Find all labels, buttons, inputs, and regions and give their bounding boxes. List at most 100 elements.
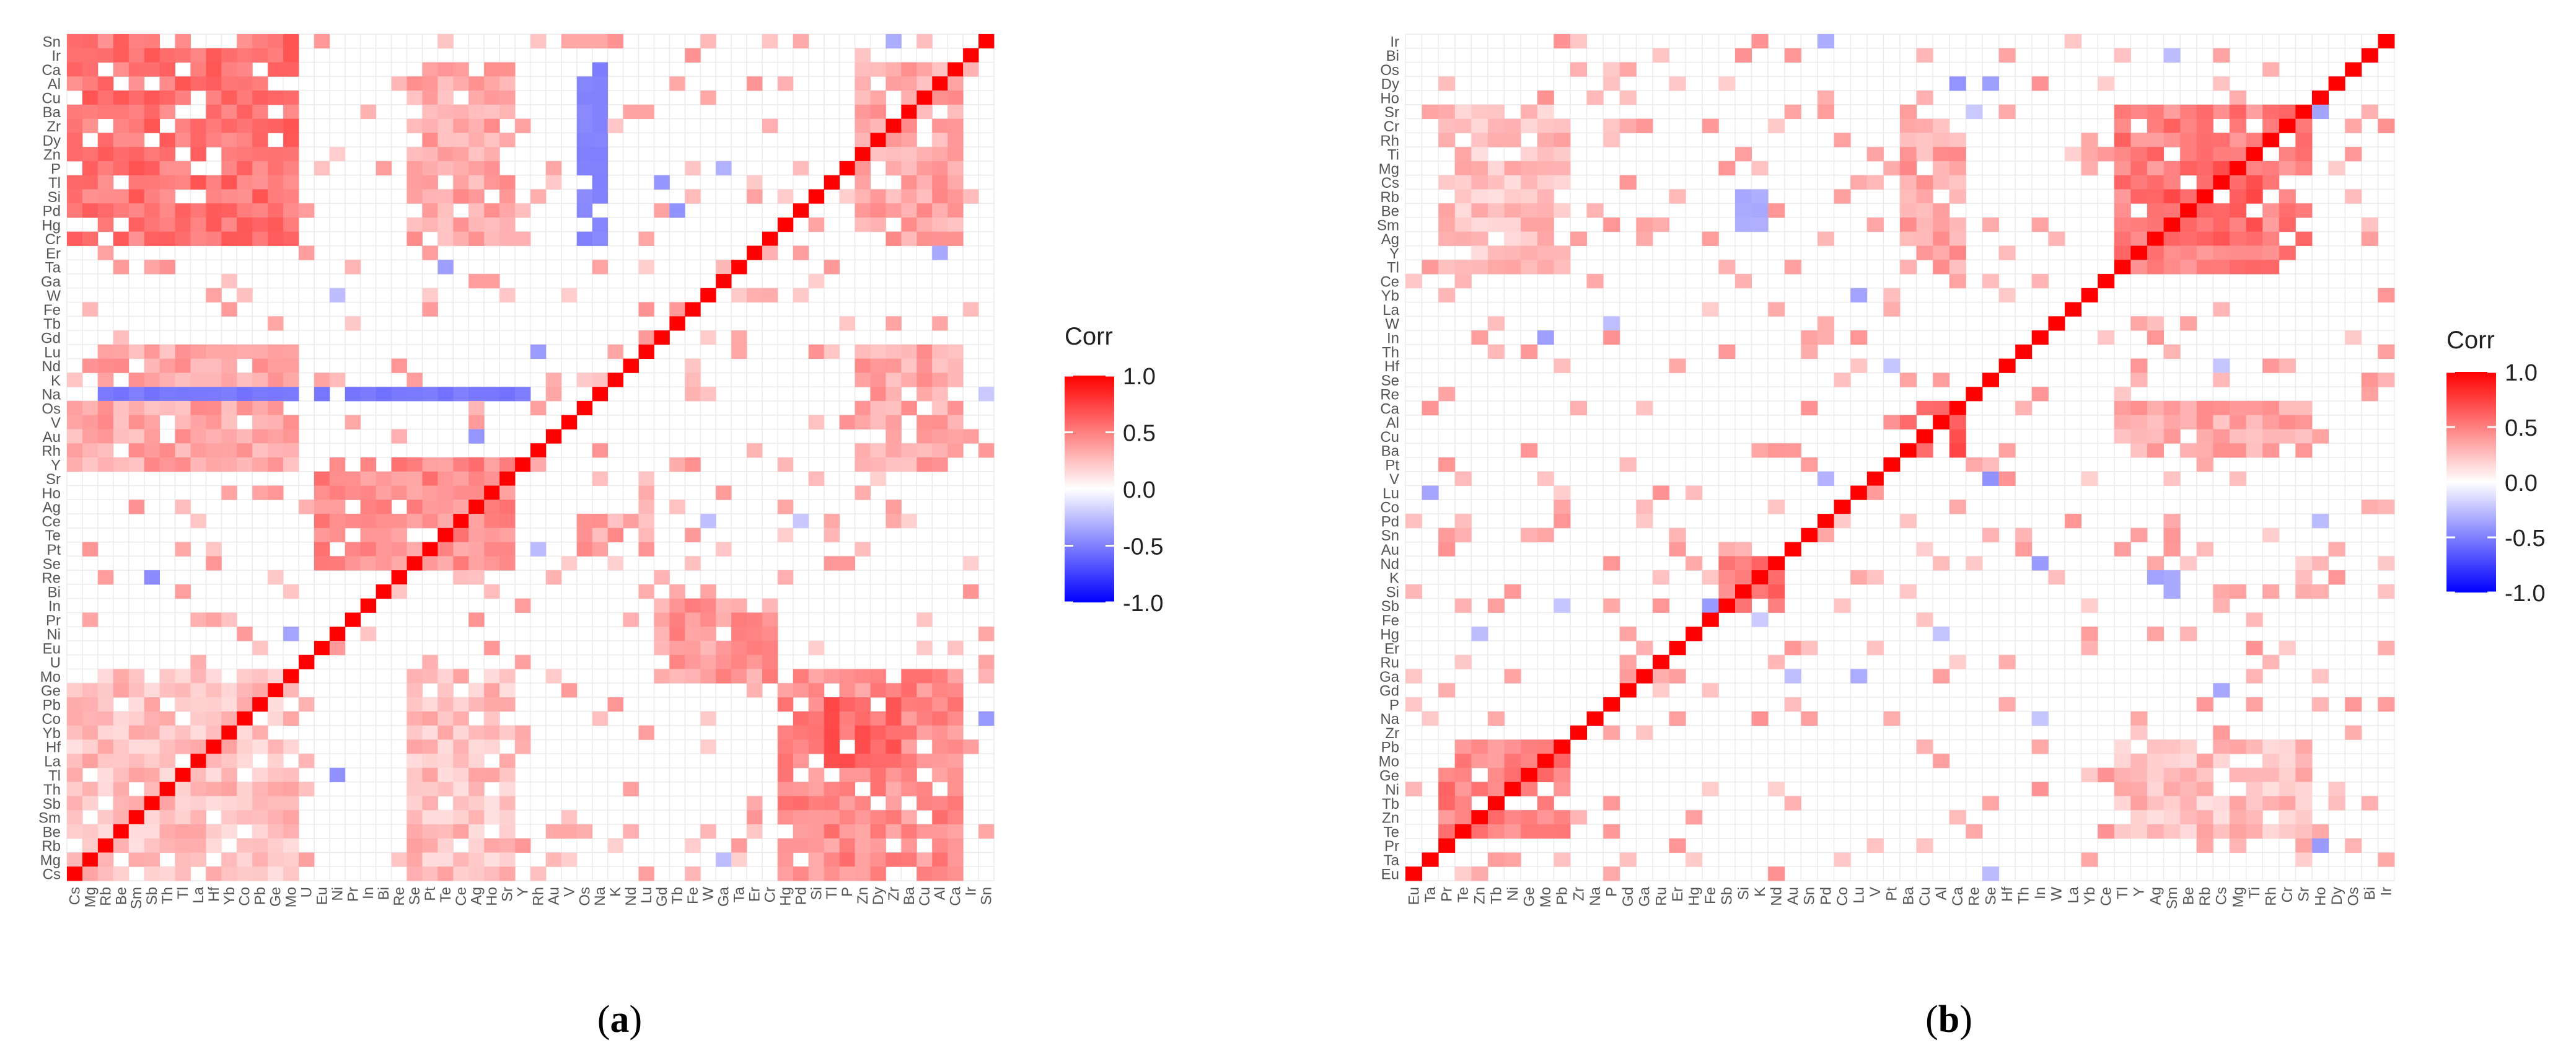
heatmap-cell [932,133,948,148]
heatmap-cell [2163,415,2181,430]
y-tick-label: Se [1381,372,1399,389]
heatmap-cell [978,669,995,684]
heatmap-cell [1405,669,1422,684]
heatmap-cell [1653,48,1669,63]
heatmap-cell [484,697,500,712]
heatmap-cell [144,34,160,49]
heatmap-cell [638,330,654,345]
heatmap-cell [499,556,516,571]
heatmap-cell [793,754,809,769]
y-tick-label: Ba [1381,443,1400,460]
x-tick-label: Na [592,886,609,905]
heatmap-cell [1603,697,1620,712]
heatmap-cell [947,711,964,726]
heatmap-cell [437,260,454,275]
heatmap-cell [2065,147,2081,162]
heatmap-cell [1916,400,1933,416]
heatmap-cell [623,782,639,796]
heatmap-cell [1751,711,1769,726]
heatmap-cell [468,838,485,853]
heatmap-cell [113,161,130,176]
heatmap-cell [407,457,423,472]
x-tick-label: Ta [1422,886,1439,902]
heatmap-cell [855,62,871,77]
heatmap-cell [2262,358,2280,373]
heatmap-cell [1537,175,1554,190]
heatmap-cell [2378,500,2395,514]
y-tick-label: Eu [43,640,61,657]
heatmap-cell [1933,754,1950,769]
heatmap-cell [407,556,423,571]
heatmap-cell [468,133,485,148]
heatmap-cell [793,725,809,740]
heatmap-cell [1883,457,1901,472]
heatmap-cell [175,203,191,218]
heatmap-cell [144,754,160,769]
heatmap-cell [762,245,778,260]
heatmap-cell [190,782,206,796]
y-tick-label: Hf [46,739,61,756]
y-tick-label: Au [43,429,61,446]
heatmap-cell [1686,627,1703,641]
heatmap-cell [777,189,794,204]
heatmap-cell [2031,739,2049,754]
heatmap-cell [1603,796,1620,811]
heatmap-cell [206,796,222,811]
heatmap-cell [221,372,237,387]
heatmap-cell [2196,443,2213,458]
heatmap-cell [1718,598,1736,613]
heatmap-cell [747,76,763,91]
heatmap-cell [2130,147,2148,162]
heatmap-cell [963,556,979,571]
heatmap-cell [1916,189,1933,204]
heatmap-cell [484,640,500,656]
heatmap-cell [82,838,99,853]
heatmap-cell [237,372,253,387]
heatmap-cell [144,866,160,881]
heatmap-cell [2163,161,2181,176]
heatmap-cell [283,133,299,148]
heatmap-cell [1504,161,1521,176]
heatmap-cell [2147,443,2164,458]
heatmap-cell [484,485,500,500]
heatmap-cell [268,400,284,416]
heatmap-cell [1735,274,1752,289]
heatmap-cell [268,697,284,712]
heatmap-cell [376,542,392,557]
heatmap-cell [221,697,237,712]
heatmap-cell [2180,796,2197,811]
heatmap-cell [2230,838,2246,853]
heatmap-cell [175,669,191,684]
heatmap-cell [917,161,933,176]
heatmap-cell [82,725,99,740]
heatmap-cell [376,556,392,571]
heatmap-cell [917,34,933,49]
heatmap-cell [700,627,716,641]
heatmap-cell [484,161,500,176]
heatmap-cell [437,217,454,232]
heatmap-cell [1834,500,1851,514]
heatmap-cell [2196,147,2213,162]
heatmap-cell [221,217,237,232]
x-tick-label: Si [808,887,825,900]
heatmap-cell [283,372,299,387]
x-tick-label: Ir [2378,887,2395,896]
heatmap-cell [2230,147,2246,162]
heatmap-cell [453,527,469,542]
y-tick-label: Pr [46,612,61,629]
heatmap-cell [2295,161,2313,176]
heatmap-cell [82,48,99,63]
heatmap-cell [1784,260,1801,275]
heatmap-cell [268,767,284,783]
heatmap-cell [1554,133,1571,148]
heatmap-cell [1751,34,1769,49]
heatmap-cell [453,739,469,754]
heatmap-cell [917,683,933,698]
heatmap-cell [268,683,284,698]
heatmap-cell [1768,500,1785,514]
heatmap-cell [221,754,237,769]
heatmap-cell [97,810,114,825]
x-tick-label: Dy [2329,887,2345,905]
heatmap-cell [947,824,964,839]
heatmap-cell [268,443,284,458]
